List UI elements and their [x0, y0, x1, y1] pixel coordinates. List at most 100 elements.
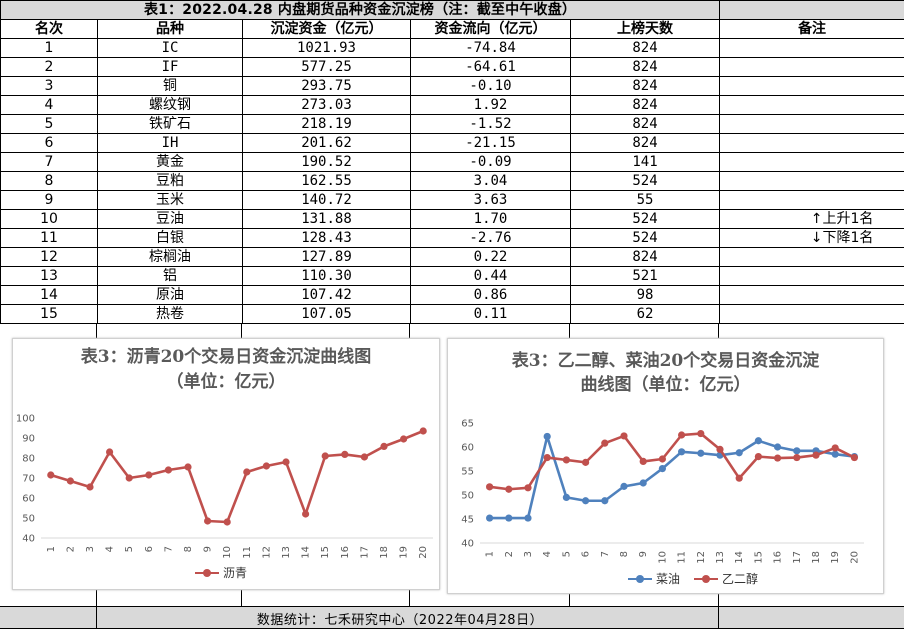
days-cell: 824: [571, 77, 720, 96]
x-tick-label: 8: [619, 551, 630, 557]
data-point: [697, 450, 704, 457]
note-cell: ↓下降1名: [720, 229, 904, 248]
note-cell: [720, 96, 904, 115]
capital-ranking-table: 表1：2022.04.28 内盘期货品种资金沉淀榜（注：截至中午收盘） 名次品种…: [0, 0, 904, 324]
note-cell: [720, 286, 904, 305]
x-tick-label: 18: [379, 546, 390, 559]
x-tick-label: 5: [124, 546, 135, 552]
note-cell: [720, 248, 904, 267]
y-tick-label: 50: [461, 491, 474, 502]
data-point: [420, 427, 427, 434]
flow-cell: -2.76: [411, 229, 571, 248]
note-cell: [720, 77, 904, 96]
x-tick-label: 12: [696, 551, 707, 564]
data-point: [106, 448, 113, 455]
x-tick-label: 1: [485, 551, 496, 557]
y-tick-label: 55: [461, 467, 474, 478]
data-point: [224, 518, 231, 525]
x-tick-label: 14: [301, 546, 312, 559]
rank-cell: 11: [1, 229, 98, 248]
rank-cell: 14: [1, 286, 98, 305]
note-cell: ↑上升1名: [720, 210, 904, 229]
data-point: [263, 462, 270, 469]
flow-cell: -0.09: [411, 153, 571, 172]
capital-cell: 140.72: [243, 191, 411, 210]
data-point: [582, 459, 589, 466]
data-point: [563, 494, 570, 501]
data-point: [67, 477, 74, 484]
flow-cell: 1.70: [411, 210, 571, 229]
capital-cell: 107.05: [243, 305, 411, 324]
rank-cell: 6: [1, 134, 98, 153]
days-cell: 824: [571, 248, 720, 267]
capital-cell: 131.88: [243, 210, 411, 229]
capital-cell: 107.42: [243, 286, 411, 305]
header-cell: 资金流向（亿元）: [411, 20, 571, 39]
y-tick-label: 80: [22, 454, 35, 465]
days-cell: 521: [571, 267, 720, 286]
days-cell: 524: [571, 172, 720, 191]
flow-cell: -1.52: [411, 115, 571, 134]
capital-cell: 293.75: [243, 77, 411, 96]
days-cell: 98: [571, 286, 720, 305]
capital-cell: 162.55: [243, 172, 411, 191]
y-tick-label: 90: [22, 434, 35, 445]
flow-cell: 1.92: [411, 96, 571, 115]
days-cell: 824: [571, 134, 720, 153]
x-tick-label: 16: [773, 551, 784, 564]
data-point: [544, 454, 551, 461]
y-tick-label: 40: [22, 534, 35, 545]
x-tick-label: 15: [320, 546, 331, 559]
capital-cell: 128.43: [243, 229, 411, 248]
x-tick-label: 14: [734, 551, 745, 564]
capital-cell: 577.25: [243, 58, 411, 77]
header-cell: 备注: [720, 20, 904, 39]
x-tick-label: 18: [811, 551, 822, 564]
note-cell: [720, 58, 904, 77]
data-point: [755, 453, 762, 460]
x-tick-label: 1: [46, 546, 57, 552]
capital-cell: 190.52: [243, 153, 411, 172]
rank-cell: 7: [1, 153, 98, 172]
x-tick-label: 6: [144, 546, 155, 552]
y-tick-label: 50: [22, 514, 35, 525]
flow-cell: -74.84: [411, 39, 571, 58]
rank-cell: 2: [1, 58, 98, 77]
x-tick-label: 11: [677, 551, 688, 564]
days-cell: 141: [571, 153, 720, 172]
days-cell: 824: [571, 58, 720, 77]
note-cell: [720, 115, 904, 134]
x-tick-label: 3: [85, 546, 96, 552]
x-tick-label: 19: [399, 546, 410, 559]
x-tick-label: 13: [281, 546, 292, 559]
flow-cell: 3.63: [411, 191, 571, 210]
x-tick-label: 8: [183, 546, 194, 552]
product-cell: IC: [98, 39, 243, 58]
x-tick-label: 20: [418, 546, 429, 559]
chart-legend: 菜油 乙二醇: [628, 570, 758, 587]
product-cell: 棕榈油: [98, 248, 243, 267]
y-tick-label: 60: [22, 494, 35, 505]
data-point: [282, 458, 289, 465]
product-cell: IH: [98, 134, 243, 153]
days-cell: 824: [571, 96, 720, 115]
product-cell: 螺纹钢: [98, 96, 243, 115]
data-point: [736, 449, 743, 456]
data-point: [678, 448, 685, 455]
capital-cell: 127.89: [243, 248, 411, 267]
header-cell: 沉淀资金（亿元）: [243, 20, 411, 39]
header-cell: 品种: [98, 20, 243, 39]
